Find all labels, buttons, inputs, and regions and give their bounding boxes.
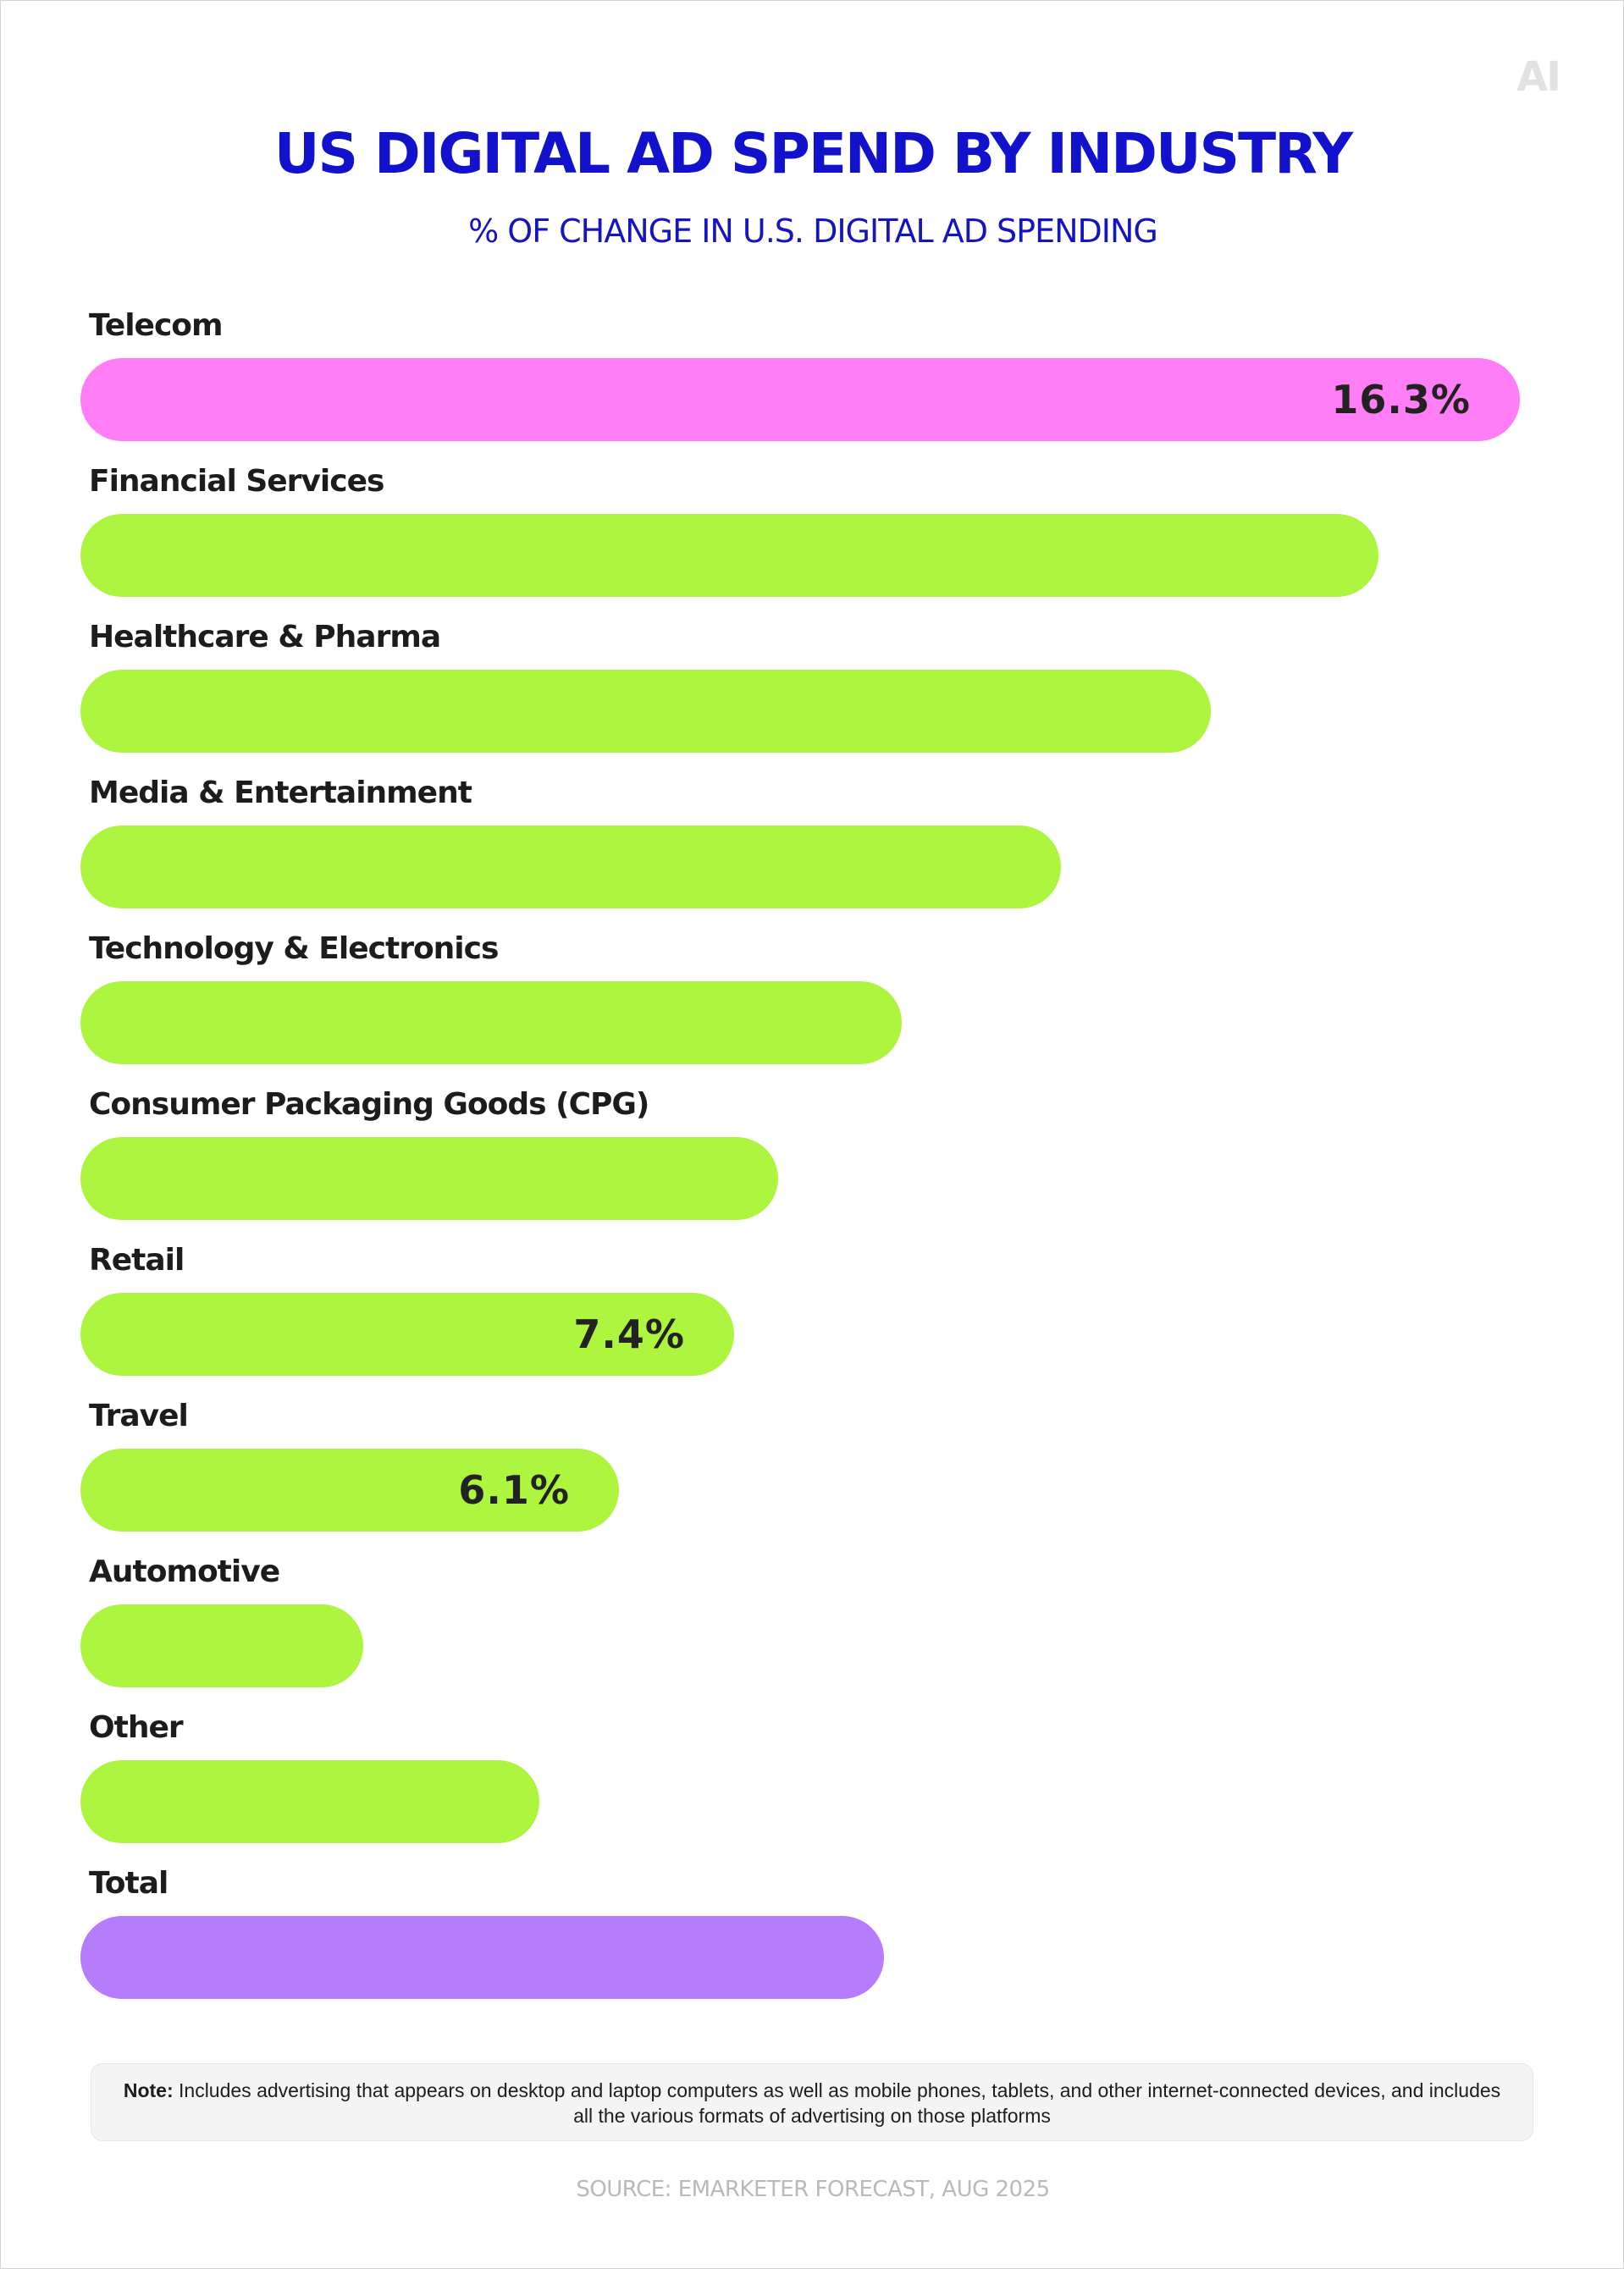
bar-row: Total	[1, 1865, 1624, 2021]
bar	[80, 981, 902, 1064]
bar: 7.4%	[80, 1293, 734, 1376]
category-label: Total	[89, 1866, 168, 1901]
category-label: Other	[89, 1710, 184, 1745]
category-label: Travel	[89, 1399, 189, 1433]
bar-row: Automotive	[1, 1554, 1624, 1709]
bar: 16.3%	[80, 358, 1520, 441]
category-label: Technology & Electronics	[89, 931, 499, 966]
category-label: Automotive	[89, 1554, 280, 1589]
category-label: Media & Entertainment	[89, 776, 472, 810]
bar-row: Telecom 16.3%	[1, 307, 1624, 463]
bar	[80, 1760, 539, 1843]
bar	[80, 825, 1061, 908]
bar	[80, 670, 1211, 753]
chart-title: US DIGITAL AD SPEND BY INDUSTRY	[273, 121, 1353, 186]
category-label: Consumer Packaging Goods (CPG)	[89, 1087, 649, 1122]
bar-row: Other	[1, 1709, 1624, 1865]
bar-row: Consumer Packaging Goods (CPG)	[1, 1086, 1624, 1242]
note-box: Note: Includes advertising that appears …	[91, 2063, 1533, 2141]
brand-logo: AI	[1516, 53, 1561, 101]
category-label: Telecom	[89, 308, 224, 343]
bar	[80, 514, 1378, 597]
bar-row: Media & Entertainment	[1, 775, 1624, 930]
bar-value-label: 16.3%	[1331, 377, 1471, 422]
bar-value-label: 6.1%	[458, 1467, 570, 1513]
bar-value-label: 7.4%	[573, 1311, 685, 1357]
bar-row: Technology & Electronics	[1, 930, 1624, 1086]
bar-row: Retail 7.4%	[1, 1242, 1624, 1398]
category-label: Retail	[89, 1243, 185, 1278]
bar	[80, 1916, 884, 1999]
chart-subtitle: % OF CHANGE IN U.S. DIGITAL AD SPENDING	[468, 213, 1158, 250]
bar-row: Financial Services	[1, 463, 1624, 619]
category-label: Healthcare & Pharma	[89, 620, 441, 654]
bar-row: Travel 6.1%	[1, 1398, 1624, 1554]
source-text: SOURCE: EMARKETER FORECAST, AUG 2025	[576, 2177, 1050, 2202]
category-label: Financial Services	[89, 464, 384, 499]
bar	[80, 1604, 363, 1687]
bar: 6.1%	[80, 1449, 619, 1532]
bar	[80, 1137, 778, 1220]
note-label: Note:	[123, 2079, 174, 2101]
bar-row: Healthcare & Pharma	[1, 619, 1624, 775]
note-text: Includes advertising that appears on des…	[179, 2079, 1501, 2127]
